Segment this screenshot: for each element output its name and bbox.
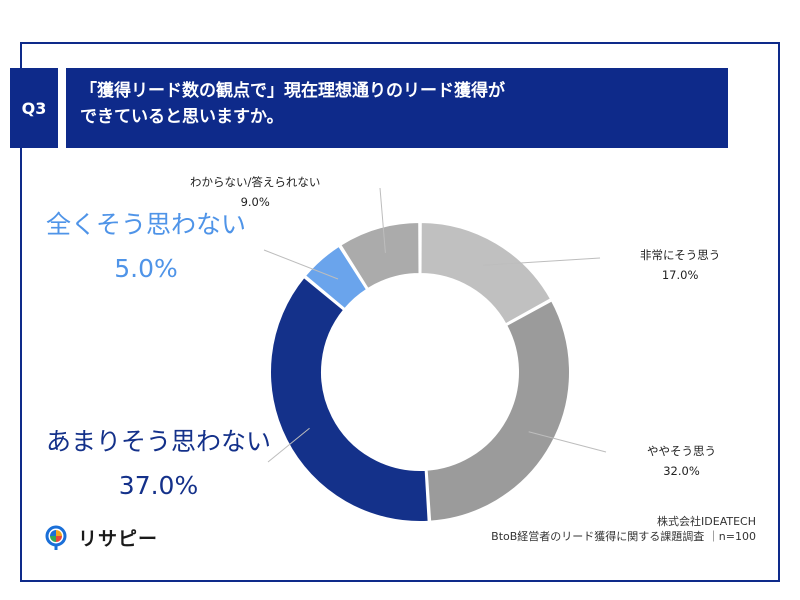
slice-very (419, 220, 553, 326)
leader-slice-very (483, 257, 601, 266)
question-text-line2: できていると思いますか。 (80, 107, 284, 127)
label-very: 非常にそう思う 17.0% (640, 245, 720, 285)
label-somewhat: ややそう思う 32.0% (647, 441, 716, 481)
risapy-logo-text: リサピー (78, 528, 159, 550)
label-somewhat-name: ややそう思う (647, 444, 716, 458)
label-not-at-all-name: 全くそう思わない (46, 210, 247, 239)
label-unknown: わからない/答えられない 9.0% (190, 172, 320, 212)
slice-somewhat (425, 299, 571, 523)
leader-slice-not-at-all (263, 249, 339, 280)
question-text-line1: 「獲得リード数の観点で」現在理想通りのリード獲得が (80, 81, 505, 101)
leader-slice-unknown (379, 187, 386, 253)
slice-not-much (269, 275, 430, 523)
label-not-at-all: 全くそう思わない 5.0% (46, 208, 246, 286)
question-header: 「獲得リード数の観点で」現在理想通りのリード獲得が できていると思いますか。 (66, 68, 728, 148)
label-not-much-value: 37.0% (118, 471, 199, 500)
leader-slice-somewhat (528, 431, 607, 453)
leader-lines (263, 187, 607, 463)
label-unknown-value: 9.0% (240, 195, 270, 209)
label-not-at-all-value: 5.0% (114, 254, 178, 283)
slice-not-at-all (303, 244, 369, 311)
risapy-logo-icon (45, 525, 67, 550)
footer-source: 株式会社IDEATECH BtoB経営者のリード獲得に関する課題調査 ｜n=10… (491, 514, 756, 544)
footer-company: 株式会社IDEATECH (657, 515, 756, 528)
label-not-much-name: あまりそう思わない (46, 427, 272, 456)
question-number: Q3 (10, 68, 58, 148)
leader-slice-not-much (267, 427, 310, 463)
risapy-logo: リサピー (44, 524, 158, 551)
label-not-much: あまりそう思わない 37.0% (46, 425, 271, 503)
donut-slices (269, 220, 571, 523)
label-unknown-name: わからない/答えられない (190, 175, 321, 189)
label-very-value: 17.0% (661, 268, 699, 282)
footer-survey: BtoB経営者のリード獲得に関する課題調査 ｜n=100 (491, 530, 756, 543)
slice-unknown (338, 220, 421, 291)
label-very-name: 非常にそう思う (640, 248, 721, 262)
label-somewhat-value: 32.0% (663, 464, 700, 478)
